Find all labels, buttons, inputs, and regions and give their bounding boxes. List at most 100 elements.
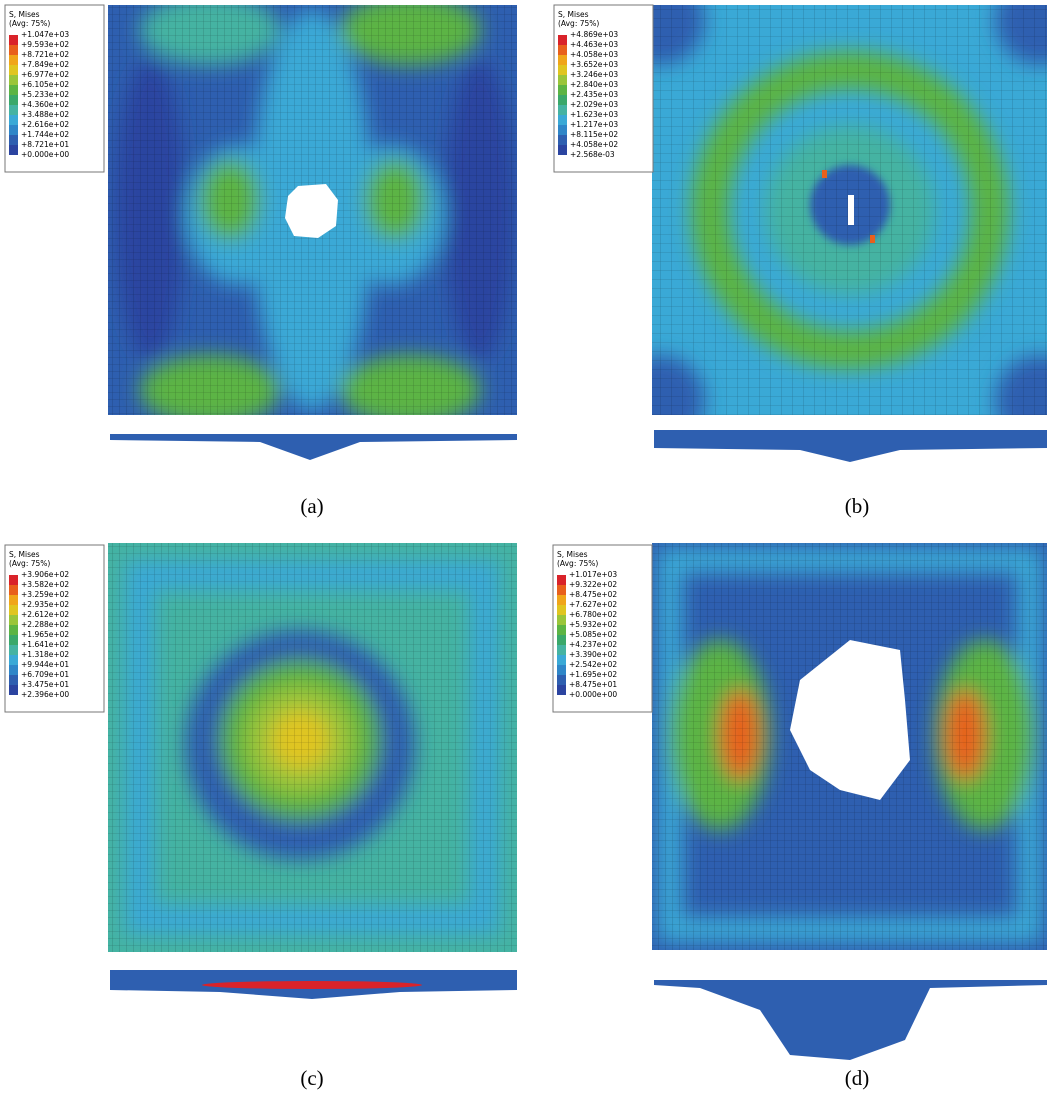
legend-title: S, Mises (9, 10, 40, 19)
legend-swatch (557, 575, 566, 585)
legend-value: +8.475e+02 (569, 590, 617, 599)
legend-value: +3.259e+02 (21, 590, 69, 599)
figure: S, Mises(Avg: 75%)+1.047e+03+9.593e+02+8… (0, 0, 1049, 1105)
legend-value: +1.318e+02 (21, 650, 69, 659)
legend-subtitle: (Avg: 75%) (557, 559, 598, 568)
legend-swatch (9, 605, 18, 615)
legend-value: +9.322e+02 (569, 580, 617, 589)
legend-swatch (9, 105, 18, 115)
legend-swatch (9, 615, 18, 625)
legend-swatch (9, 45, 18, 55)
legend-value: +1.744e+02 (21, 130, 69, 139)
legend-value: +4.237e+02 (569, 640, 617, 649)
legend-value: +2.542e+02 (569, 660, 617, 669)
legend-swatch (9, 115, 18, 125)
legend-swatch (558, 65, 567, 75)
legend-swatch (558, 145, 567, 155)
legend-value: +2.612e+02 (21, 610, 69, 619)
legend-swatch (557, 655, 566, 665)
legend-value: +1.047e+03 (21, 30, 69, 39)
legend-value: +6.105e+02 (21, 80, 69, 89)
legend-value: +6.709e+01 (21, 670, 69, 679)
legend-value: +2.435e+03 (570, 90, 618, 99)
legend-value: +3.488e+02 (21, 110, 69, 119)
legend-value: +3.390e+02 (569, 650, 617, 659)
legend-value: +1.623e+03 (570, 110, 618, 119)
legend-swatch (9, 655, 18, 665)
legend-swatch (9, 635, 18, 645)
legend-value: +2.935e+02 (21, 600, 69, 609)
legend-swatch (557, 605, 566, 615)
legend-value: +8.721e+01 (21, 140, 69, 149)
legend-swatch (557, 635, 566, 645)
legend-value: +2.288e+02 (21, 620, 69, 629)
legend-value: +4.360e+02 (21, 100, 69, 109)
legend-swatch (9, 585, 18, 595)
plate-a (108, 0, 517, 425)
legend-swatch (558, 35, 567, 45)
legend-swatch (9, 65, 18, 75)
side-view-a (110, 434, 517, 460)
legend-value: +1.965e+02 (21, 630, 69, 639)
legend-swatch (9, 95, 18, 105)
legend-value: +4.058e+02 (570, 140, 618, 149)
legend-swatch (558, 55, 567, 65)
legend-value: +2.029e+03 (570, 100, 618, 109)
legend-value: +8.115e+02 (570, 130, 618, 139)
legend-swatch (557, 595, 566, 605)
legend-value: +0.000e+00 (21, 150, 69, 159)
legend-value: +3.906e+02 (21, 570, 69, 579)
caption: (a) (300, 494, 323, 518)
legend-value: +5.932e+02 (569, 620, 617, 629)
legend-value: +4.058e+03 (570, 50, 618, 59)
plate-c (108, 543, 517, 952)
legend-swatch (557, 675, 566, 685)
side-view-c-stress (202, 981, 422, 989)
legend-swatch (9, 75, 18, 85)
legend-value: +3.246e+03 (570, 70, 618, 79)
legend-swatch (9, 625, 18, 635)
legend-swatch (9, 595, 18, 605)
legend-swatch (9, 675, 18, 685)
legend-value: +0.000e+00 (569, 690, 617, 699)
legend-swatch (557, 585, 566, 595)
legend-value: +9.593e+02 (21, 40, 69, 49)
legend-swatch (9, 665, 18, 675)
legend-value: +9.944e+01 (21, 660, 69, 669)
side-view-b (654, 430, 1047, 462)
legend-swatch (9, 685, 18, 695)
legend-swatch (558, 105, 567, 115)
legend-swatch (9, 85, 18, 95)
legend-value: +7.627e+02 (569, 600, 617, 609)
legend-value: +3.582e+02 (21, 580, 69, 589)
legend-swatch (558, 135, 567, 145)
side-view-d (654, 980, 1047, 1060)
legend-subtitle: (Avg: 75%) (9, 19, 50, 28)
legend-value: +3.475e+01 (21, 680, 69, 689)
legend-value: +4.463e+03 (570, 40, 618, 49)
legend-value: +7.849e+02 (21, 60, 69, 69)
caption: (b) (845, 494, 870, 518)
legend-value: +4.869e+03 (570, 30, 618, 39)
legend-swatch (9, 125, 18, 135)
legend-swatch (558, 115, 567, 125)
legend-value: +3.652e+03 (570, 60, 618, 69)
legend-swatch (558, 75, 567, 85)
legend-swatch (557, 645, 566, 655)
legend-swatch (9, 35, 18, 45)
legend-value: +1.017e+03 (569, 570, 617, 579)
legend-value: +6.977e+02 (21, 70, 69, 79)
legend-subtitle: (Avg: 75%) (558, 19, 599, 28)
legend-swatch (558, 125, 567, 135)
legend-value: +6.780e+02 (569, 610, 617, 619)
legend-swatch (557, 665, 566, 675)
plate-d (652, 543, 1047, 950)
legend-value: +1.217e+03 (570, 120, 618, 129)
legend-value: +5.085e+02 (569, 630, 617, 639)
legend-value: +1.695e+02 (569, 670, 617, 679)
legend-title: S, Mises (9, 550, 40, 559)
legend-value: +2.568e-03 (570, 150, 615, 159)
legend-value: +5.233e+02 (21, 90, 69, 99)
legend-value: +8.721e+02 (21, 50, 69, 59)
legend-swatch (557, 625, 566, 635)
